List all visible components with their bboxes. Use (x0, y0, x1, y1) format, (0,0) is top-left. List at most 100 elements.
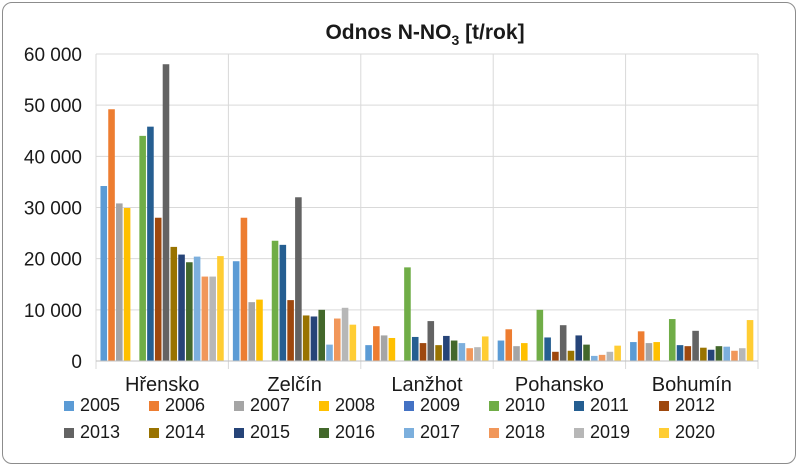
bar-2015-Pohansko (575, 335, 583, 361)
bar-2020-Hřensko (217, 256, 224, 361)
bar-2012-Bohumín (684, 346, 692, 361)
legend-swatch (574, 428, 584, 438)
bar-2018-Lanžhot (466, 348, 473, 361)
legend-swatch (404, 401, 414, 411)
y-axis: 0 10 000 20 000 30 000 40 000 50 000 60 000 (24, 45, 82, 373)
bar-2018-Hřensko (201, 276, 209, 361)
bar-2007-Pohansko (513, 346, 520, 361)
y-tick-label: 50 000 (24, 96, 82, 117)
bar-2010-Pohansko (536, 309, 544, 361)
bar-2011-Pohansko (544, 337, 551, 361)
legend-label: 2018 (505, 422, 545, 442)
legend-swatch (659, 428, 669, 438)
legend-label: 2019 (590, 422, 630, 442)
legend-swatch (149, 428, 159, 438)
bar-2017-Pohansko (591, 355, 598, 361)
y-tick-label: 40 000 (24, 147, 82, 168)
bar-2005-Lanžhot (365, 345, 372, 361)
bar-2012-Pohansko (552, 351, 559, 361)
bar-2019-Hřensko (209, 276, 216, 361)
legend-label: 2013 (80, 422, 120, 442)
legend-label: 2012 (675, 395, 715, 415)
bar-2008-Pohansko (521, 343, 528, 361)
bar-2005-Zelčín (232, 261, 240, 361)
x-tick-label: Hřensko (125, 374, 199, 396)
bar-2016-Lanžhot (450, 340, 458, 361)
bar-2012-Zelčín (287, 300, 294, 361)
bar-2019-Pohansko (606, 351, 614, 361)
bar-2006-Pohansko (505, 329, 513, 361)
bar-2015-Bohumín (707, 349, 715, 361)
bar-2014-Zelčín (302, 315, 310, 361)
bar-2013-Zelčín (295, 197, 302, 361)
bar-2012-Hřensko (154, 217, 162, 361)
bar-2006-Zelčín (240, 217, 248, 361)
bar-2014-Hřensko (170, 246, 178, 361)
bar-2018-Pohansko (598, 354, 606, 361)
legend-swatch (489, 401, 499, 411)
bar-2005-Bohumín (630, 342, 637, 361)
bar-2011-Hřensko (147, 126, 154, 361)
bar-2007-Hřensko (116, 203, 123, 361)
legend-swatch (234, 428, 244, 438)
bar-2015-Lanžhot (443, 335, 450, 361)
legend-swatch (149, 401, 159, 411)
legend-swatch (234, 401, 244, 411)
bar-2019-Zelčín (341, 307, 349, 361)
y-tick-label: 10 000 (24, 301, 82, 322)
legend-label: 2005 (80, 395, 120, 415)
legend-label: 2011 (590, 395, 629, 415)
y-tick-label: 30 000 (24, 199, 82, 220)
legend: 2005 2006 2007 2008 2009 2010 2011 2012 2013 2014… (64, 395, 715, 442)
chart-title: Odnos N-NO3 [t/rok] (325, 21, 524, 48)
bar-2010-Bohumín (668, 319, 676, 361)
legend-swatch (64, 428, 74, 438)
x-axis: Hřensko Zelčín Lanžhot Pohansko Bohumín (96, 360, 758, 396)
bar-2008-Bohumín (653, 342, 660, 361)
bars (100, 64, 754, 361)
legend-label: 2010 (505, 395, 545, 415)
bar-2016-Bohumín (715, 346, 723, 361)
bar-2015-Zelčín (310, 316, 318, 361)
bar-2011-Lanžhot (411, 336, 419, 361)
y-tick-label: 20 000 (24, 250, 82, 271)
legend-label: 2017 (420, 422, 460, 442)
bar-2011-Bohumín (676, 345, 684, 361)
legend-label: 2015 (250, 422, 290, 442)
bar-2018-Zelčín (333, 318, 341, 361)
bar-2016-Pohansko (583, 344, 590, 361)
bar-2006-Bohumín (637, 331, 645, 361)
bar-2010-Lanžhot (404, 267, 411, 361)
bar-2005-Hřensko (100, 186, 108, 361)
bar-2012-Lanžhot (419, 343, 427, 361)
bar-2010-Hřensko (139, 135, 146, 361)
bar-2010-Zelčín (271, 240, 279, 361)
legend-label: 2007 (250, 395, 290, 415)
legend-label: 2008 (335, 395, 375, 415)
bar-2020-Bohumín (746, 320, 754, 361)
bar-2008-Lanžhot (388, 337, 396, 361)
legend-swatch (404, 428, 414, 438)
bar-2020-Zelčín (349, 324, 357, 361)
x-tick-label: Pohansko (515, 374, 604, 396)
bar-2016-Hřensko (186, 262, 193, 361)
bar-2014-Lanžhot (435, 345, 442, 361)
legend-label: 2006 (165, 395, 205, 415)
bar-2013-Pohansko (559, 325, 567, 361)
legend-swatch (64, 401, 74, 411)
bar-2006-Hřensko (108, 109, 115, 361)
bar-2013-Bohumín (692, 330, 699, 361)
bar-2017-Lanžhot (458, 343, 466, 361)
legend-swatch (319, 428, 329, 438)
legend-label: 2020 (675, 422, 715, 442)
y-tick-label: 60 000 (24, 45, 82, 66)
x-tick-label: Zelčín (267, 374, 321, 396)
bar-2020-Lanžhot (481, 336, 489, 361)
legend-label: 2016 (335, 422, 375, 442)
legend-swatch (489, 428, 499, 438)
bar-2019-Lanžhot (474, 347, 481, 361)
bar-2017-Bohumín (723, 346, 730, 361)
legend-swatch (319, 401, 329, 411)
bar-2017-Zelčín (326, 344, 333, 361)
